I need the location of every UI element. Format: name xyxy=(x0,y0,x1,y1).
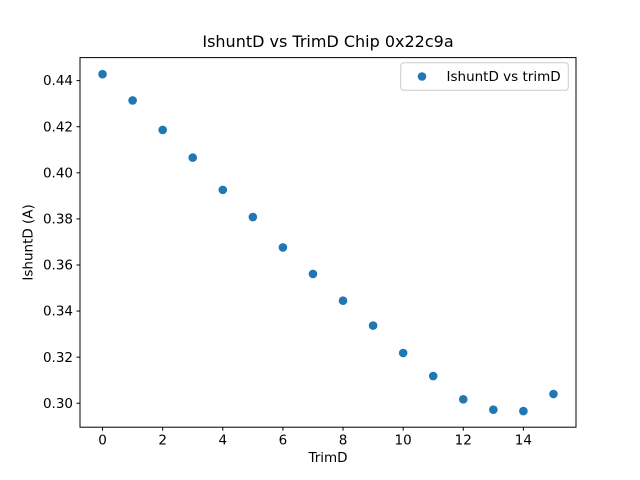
y-tick-label: 0.30 xyxy=(43,396,73,412)
x-tick-label: 0 xyxy=(98,433,107,449)
y-tick-label: 0.36 xyxy=(43,258,73,274)
scatter-point xyxy=(218,185,228,195)
scatter-point xyxy=(398,348,408,358)
scatter-point xyxy=(428,371,438,381)
x-axis-label: TrimD xyxy=(307,450,347,466)
axes-frame xyxy=(79,57,577,428)
legend-marker-icon xyxy=(417,72,427,81)
y-axis-label: IshuntD (A) xyxy=(21,204,37,280)
x-tick-label: 4 xyxy=(218,433,227,449)
scatter-point xyxy=(158,125,167,135)
scatter-point xyxy=(308,269,318,279)
plot-area: 0 2 4 6 8 10 12 14 0.30 0.32 0.34 0.36 0.38 0.40 0.42 0… xyxy=(43,57,577,449)
scatter-point xyxy=(368,321,378,330)
x-tick-label: 10 xyxy=(395,433,412,449)
scatter-point xyxy=(458,395,468,404)
plot-title: IshuntD vs TrimD Chip 0x22c9a xyxy=(202,32,453,51)
scatter-point xyxy=(128,96,137,105)
y-tick-label: 0.42 xyxy=(43,119,73,135)
x-tick-label: 12 xyxy=(455,433,472,449)
y-tick-label: 0.34 xyxy=(43,304,73,320)
scatter-point xyxy=(98,69,107,79)
scatter-point xyxy=(188,153,198,162)
y-tick-label: 0.38 xyxy=(43,211,73,227)
scatter-point xyxy=(278,243,288,252)
x-tick-label: 2 xyxy=(158,433,167,449)
x-tick-label: 8 xyxy=(339,433,348,449)
scatter-point xyxy=(338,296,348,305)
legend-frame xyxy=(400,62,569,91)
x-tick-label: 14 xyxy=(515,433,532,449)
legend-label: IshuntD vs trimD xyxy=(447,69,561,85)
y-tick-label: 0.32 xyxy=(43,350,73,366)
scatter-point xyxy=(248,212,258,222)
scatter-point xyxy=(489,405,498,414)
legend: IshuntD vs trimD xyxy=(400,62,569,91)
scatter-point xyxy=(519,406,528,416)
x-tick-label: 6 xyxy=(279,433,288,449)
scatter-point xyxy=(549,389,558,399)
y-tick-label: 0.40 xyxy=(43,165,73,181)
y-tick-label: 0.44 xyxy=(43,73,73,89)
